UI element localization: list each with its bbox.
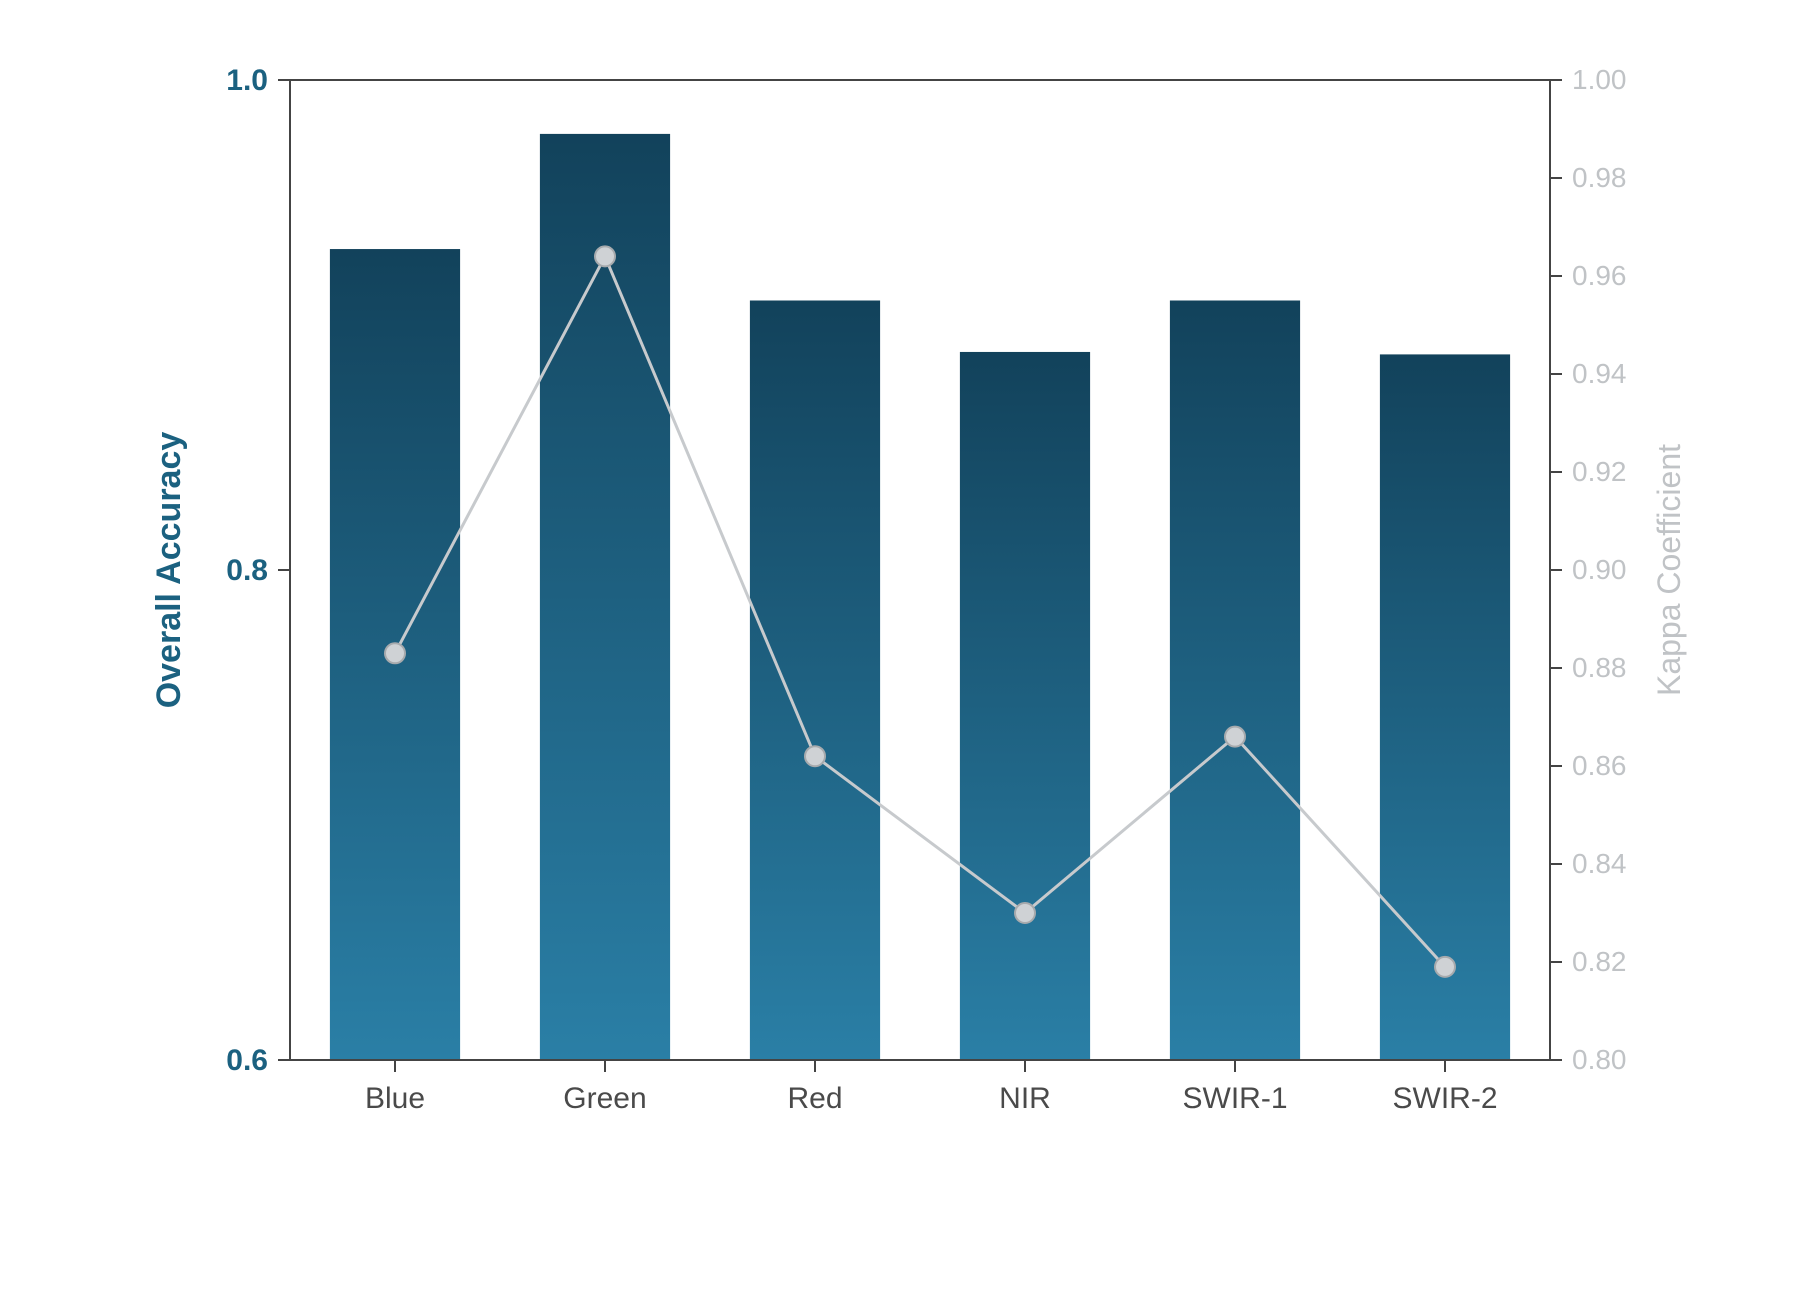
bar-green bbox=[539, 134, 669, 1060]
kappa-marker bbox=[1435, 957, 1455, 977]
right-tick-label: 0.90 bbox=[1572, 554, 1627, 585]
x-tick-label: NIR bbox=[999, 1082, 1051, 1115]
kappa-marker bbox=[805, 746, 825, 766]
kappa-marker bbox=[385, 643, 405, 663]
bar-swir-1 bbox=[1169, 301, 1299, 1061]
bar-swir-2 bbox=[1379, 354, 1509, 1060]
x-tick-label: Green bbox=[563, 1082, 646, 1115]
chart-svg: 0.6 0.8 1.0 0.80 0.82 0.84 0.86 0.88 0.90 0.92 0.9… bbox=[110, 40, 1710, 1140]
x-tick-label: Blue bbox=[364, 1082, 424, 1115]
right-tick-label: 1.00 bbox=[1572, 64, 1627, 95]
right-axis-label: Kappa Coefficient bbox=[1651, 444, 1687, 696]
right-tick-label: 0.88 bbox=[1572, 652, 1627, 683]
right-tick-label: 0.80 bbox=[1572, 1044, 1627, 1075]
left-tick-label: 1.0 bbox=[226, 64, 268, 97]
left-axis-label: Overall Accuracy bbox=[150, 432, 188, 709]
left-tick-label: 0.8 bbox=[226, 554, 268, 587]
right-tick-label: 0.86 bbox=[1572, 750, 1627, 781]
kappa-marker bbox=[595, 246, 615, 266]
right-tick-label: 0.84 bbox=[1572, 848, 1627, 879]
right-tick-label: 0.96 bbox=[1572, 260, 1627, 291]
bar-nir bbox=[959, 352, 1089, 1060]
x-tick-label: SWIR-2 bbox=[1392, 1082, 1497, 1115]
right-tick-label: 0.98 bbox=[1572, 162, 1627, 193]
accuracy-kappa-chart: 0.6 0.8 1.0 0.80 0.82 0.84 0.86 0.88 0.90 0.92 0.9… bbox=[110, 40, 1710, 1140]
right-tick-label: 0.92 bbox=[1572, 456, 1627, 487]
right-tick-label: 0.82 bbox=[1572, 946, 1627, 977]
left-tick-label: 0.6 bbox=[226, 1044, 268, 1077]
x-tick-label: Red bbox=[787, 1082, 842, 1115]
bar-red bbox=[749, 301, 879, 1061]
x-tick-label: SWIR-1 bbox=[1182, 1082, 1287, 1115]
kappa-marker bbox=[1225, 727, 1245, 747]
kappa-marker bbox=[1015, 903, 1035, 923]
right-tick-label: 0.94 bbox=[1572, 358, 1627, 389]
